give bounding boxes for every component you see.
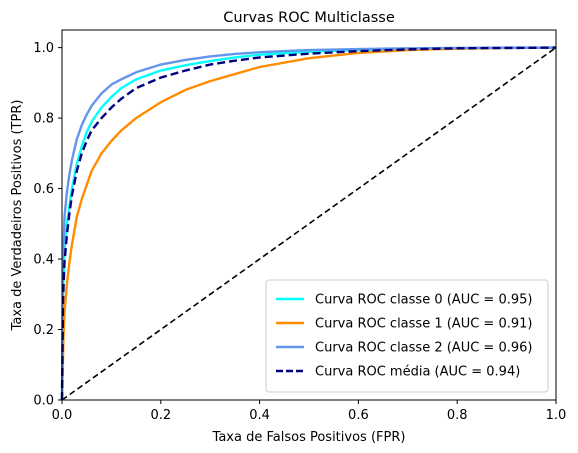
roc-series-line-3: [60, 46, 557, 401]
y-tick-label: 0.4: [33, 253, 54, 268]
chance-diagonal-line: [61, 46, 557, 401]
x-tick-label: 1.0: [546, 408, 567, 423]
x-axis-label: Taxa de Falsos Positivos (FPR): [212, 430, 406, 445]
roc-series-line-1: [60, 46, 557, 401]
plot-frame: [61, 29, 557, 401]
plot-lines: [60, 46, 557, 401]
x-tick-label: 0.8: [447, 408, 468, 423]
y-tick-label: 0.6: [33, 182, 54, 197]
x-tick-label: 0.2: [150, 408, 171, 423]
y-tick-label: 0.8: [33, 112, 54, 127]
chart-title: Curvas ROC Multiclasse: [223, 10, 395, 26]
y-axis-ticks: 0.0 0.2 0.4 0.6 0.8 1.0: [33, 41, 62, 409]
x-tick-label: 0.6: [348, 408, 369, 423]
x-axis-ticks: 0.0 0.2 0.4 0.6 0.8 1.0: [52, 400, 567, 423]
legend-label: Curva ROC classe 0 (AUC = 0.95): [315, 293, 532, 308]
roc-series-line-2: [60, 46, 556, 401]
legend-label: Curva ROC classe 1 (AUC = 0.91): [315, 317, 532, 332]
y-tick-label: 1.0: [33, 41, 54, 56]
legend: Curva ROC classe 0 (AUC = 0.95) Curva ROC…: [265, 279, 549, 393]
y-axis-label: Taxa de Verdadeiros Positivos (TPR): [10, 100, 25, 332]
legend-label: Curva ROC média (AUC = 0.94): [315, 365, 520, 380]
y-tick-label: 0.2: [33, 323, 54, 338]
x-tick-label: 0.4: [249, 408, 270, 423]
legend-box: [265, 279, 549, 393]
x-tick-label: 0.0: [52, 408, 73, 423]
legend-label: Curva ROC classe 2 (AUC = 0.96): [315, 341, 532, 356]
y-tick-label: 0.0: [33, 394, 54, 409]
